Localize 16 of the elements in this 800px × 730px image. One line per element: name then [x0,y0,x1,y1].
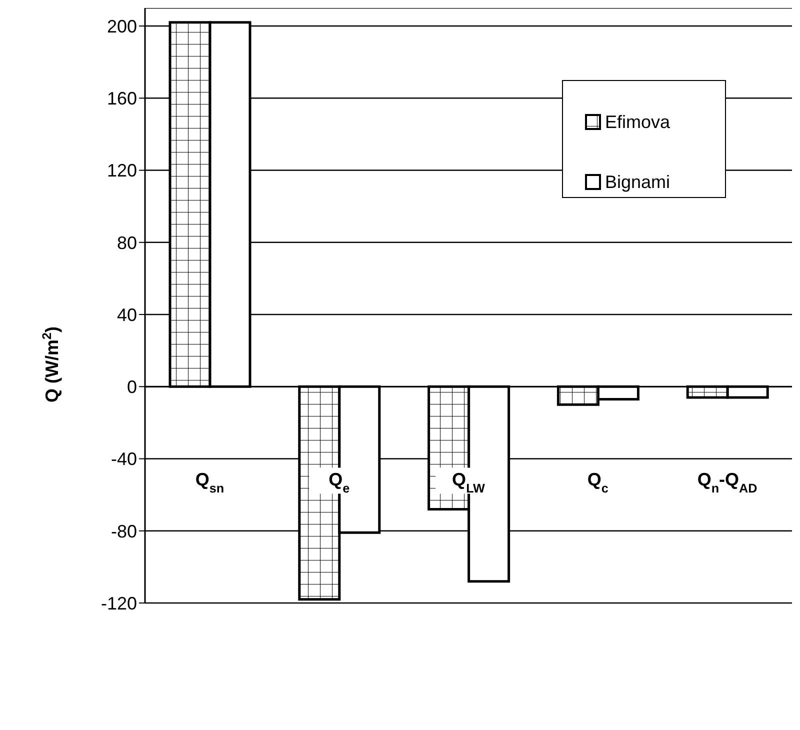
x-tick-label: Q$_{LW}$ [452,470,486,496]
legend-label: Bignami [605,172,670,192]
y-tick-label: 80 [116,232,137,253]
x-tick-label: Q$_{c}$ [587,470,608,496]
y-tick-label: -120 [100,593,137,614]
y-tick-label: 200 [106,16,137,36]
x-tick-label: Q$_{sn}$ [195,470,224,496]
y-tick-label: 120 [106,160,137,181]
legend-label: Efimova [605,112,670,132]
x-tick-label: Q$_{e}$ [328,470,350,496]
y-tick-label: 160 [106,88,137,109]
y-tick-label: -40 [110,449,137,470]
y-tick-label: 0 [126,377,137,398]
y-tick-label: -80 [110,521,137,542]
y-tick-label: 40 [116,304,137,325]
x-tick-label: Q$_{n}$-Q$_{AD}$ [697,470,758,496]
